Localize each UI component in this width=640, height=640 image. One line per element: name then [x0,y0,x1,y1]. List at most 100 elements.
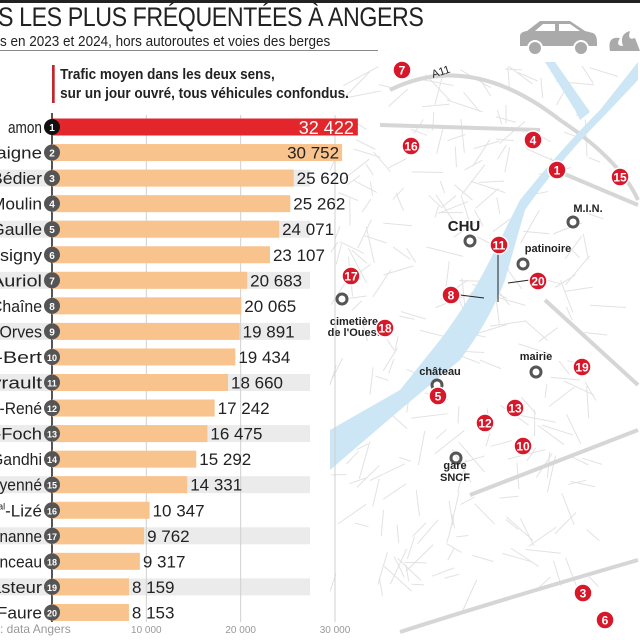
rank-badge [44,604,60,621]
marker-circle [489,235,509,255]
street [393,556,405,578]
place-label: mairie [520,351,552,363]
street [365,226,375,263]
map-marker-20: 20 [528,271,548,291]
street [383,222,413,227]
value-label: 25 620 [297,169,349,188]
street [570,480,596,488]
street [564,286,593,292]
map-marker-15: 15 [610,167,630,187]
street [504,147,511,173]
street [490,320,527,327]
rank-badge [44,374,60,391]
rank-badge [44,400,60,417]
street [518,343,551,355]
street [458,441,485,473]
street [521,397,537,415]
street [342,90,381,99]
street [586,386,590,419]
category-label: asteur [0,578,42,597]
street [411,583,425,586]
street [439,180,446,194]
street [369,367,374,395]
value-label: 32 422 [299,118,354,138]
map-marker-8: 8 [441,285,461,305]
street [528,526,557,547]
street [566,414,582,445]
place-ring-icon [516,257,530,271]
marker-circle [547,160,567,180]
street [411,413,448,419]
category-label: -Faure [0,603,42,622]
rank-number: 9 [49,327,55,338]
value-label: 8 153 [132,603,175,622]
road [554,168,639,207]
street [356,465,380,488]
street [571,456,589,466]
value-label: 19 434 [238,348,290,367]
street [584,332,608,336]
map-marker-5: 5 [428,386,448,406]
x-tick-label: 10 000 [131,625,162,636]
x-tick-label: 20 000 [225,625,256,636]
street [541,424,574,436]
street [417,519,439,545]
street [460,119,465,153]
bar-20 [52,603,129,621]
marker-circle [341,266,361,286]
marker-circle [392,60,412,80]
rank-number: 2 [49,149,55,160]
road [469,428,639,497]
category-label: Moulin [0,195,42,214]
river-branch [545,62,590,120]
marker-circle [523,130,543,150]
street [338,192,359,201]
street [510,547,539,567]
street [517,72,538,82]
street [477,323,508,334]
rank-number: 10 [47,353,57,363]
rank-badge [44,348,60,365]
rank-badge [44,553,60,570]
street [339,241,365,254]
rank-badge [44,272,60,289]
street [497,144,507,160]
marker-circle [572,357,592,377]
street [588,576,599,587]
street [540,77,544,98]
marker-circle [595,610,615,630]
bar-12 [52,399,215,417]
street [393,336,399,355]
street [345,450,360,465]
street [507,66,510,89]
street [343,66,379,87]
street [478,180,505,183]
rank-number: 6 [49,251,55,262]
marker-number: 17 [344,270,358,284]
bar-19 [52,578,129,596]
value-label: 10 347 [153,501,205,520]
street [508,66,533,85]
category-label: amon [8,118,42,137]
street [490,440,512,447]
street [526,447,537,462]
street [334,225,341,240]
category-label: ssigny [0,246,43,265]
bar-10 [52,348,236,366]
street [415,489,421,517]
bar-1 [52,118,358,136]
street [564,236,582,259]
rank-number: 5 [49,225,55,236]
street [357,219,372,249]
marker-circle [475,413,495,433]
bar-17 [52,527,145,545]
marker-number: 18 [378,322,392,336]
map-marker-10: 10 [513,436,533,456]
street [361,199,372,213]
street [525,147,558,163]
map-marker-6: 6 [595,610,615,630]
street [523,230,550,235]
street [460,496,475,506]
